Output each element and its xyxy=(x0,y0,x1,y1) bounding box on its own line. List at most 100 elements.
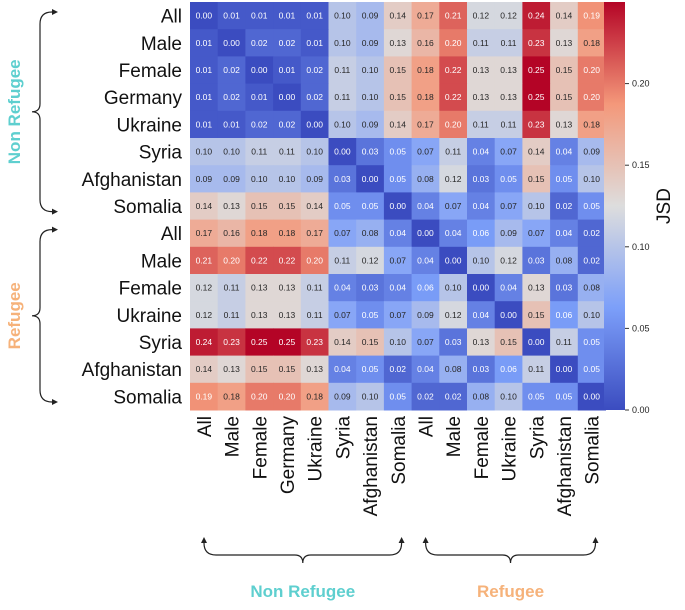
cell-value-r2-c7: 0.15 xyxy=(389,65,406,75)
cell-value-r10-c0: 0.12 xyxy=(196,283,213,293)
row-label-1: Male xyxy=(141,34,182,55)
cell-value-r14-c8: 0.02 xyxy=(417,391,434,401)
heatmap-cell-r6-c2 xyxy=(245,165,274,193)
cell-value-r3-c9: 0.22 xyxy=(445,92,462,102)
column-labels: All Male Female Germany Ukraine Syria Afghanis… xyxy=(195,416,604,517)
cell-value-r14-c1: 0.18 xyxy=(223,391,240,401)
row-group-bracket-0 xyxy=(31,11,53,213)
heatmap-cell-r1-c8 xyxy=(411,29,440,57)
cell-value-r10-c5: 0.04 xyxy=(334,283,351,293)
cell-value-r0-c5: 0.10 xyxy=(334,11,351,21)
heatmap-cell-r5-c0 xyxy=(190,138,219,166)
heatmap-cell-r2-c8 xyxy=(411,56,440,85)
cell-value-r5-c14: 0.09 xyxy=(583,147,600,157)
colorbar-tick-label-3: 0.15 xyxy=(632,160,650,170)
column-label-9: Male xyxy=(444,416,465,457)
cell-value-r5-c0: 0.10 xyxy=(196,147,213,157)
heatmap-cell-r3-c8 xyxy=(411,83,440,112)
cell-value-r8-c3: 0.18 xyxy=(279,228,296,238)
colorbar: 0.00 0.05 0.10 0.15 0.20 JSD xyxy=(604,2,675,415)
heatmap-cell-r6-c11 xyxy=(494,165,523,193)
heatmap-cell-r6-c1 xyxy=(217,165,246,193)
heatmap-cell-r14-c2 xyxy=(245,382,274,411)
heatmap-cell-r9-c2 xyxy=(245,246,274,275)
heatmap-cell-r11-c11 xyxy=(494,301,523,329)
column-label-3: Germany xyxy=(278,416,299,495)
heatmap-cell-r13-c3 xyxy=(273,355,302,384)
cell-value-r11-c13: 0.06 xyxy=(556,310,573,320)
heatmap-cell-r14-c8 xyxy=(411,382,440,411)
column-group-bracket-1 xyxy=(425,542,597,564)
heatmap-cell-r13-c14 xyxy=(577,355,606,384)
heatmap-cell-r10-c0 xyxy=(190,274,219,302)
cell-value-r11-c8: 0.09 xyxy=(417,310,434,320)
heatmap-cell-r5-c11 xyxy=(494,138,523,166)
heatmap-cell-r7-c2 xyxy=(245,192,274,221)
cell-value-r3-c12: 0.25 xyxy=(528,92,545,102)
cell-value-r10-c10: 0.00 xyxy=(473,283,490,293)
heatmap-cell-r5-c4 xyxy=(300,138,329,166)
cell-value-r11-c12: 0.15 xyxy=(528,310,545,320)
column-label-8: All xyxy=(416,416,437,437)
heatmap-cell-r8-c14 xyxy=(577,219,606,248)
heatmap-cell-r9-c7 xyxy=(383,246,413,275)
heatmap-cell-r4-c13 xyxy=(550,110,579,139)
cell-value-r5-c1: 0.10 xyxy=(223,147,240,157)
cell-value-r8-c4: 0.17 xyxy=(306,228,323,238)
cell-value-r10-c13: 0.03 xyxy=(556,283,573,293)
heatmap-cell-r6-c9 xyxy=(439,165,468,193)
cell-value-r12-c7: 0.10 xyxy=(389,337,406,347)
heatmap-cell-r5-c8 xyxy=(411,138,440,166)
heatmap-cell-r12-c3 xyxy=(273,328,302,357)
heatmap-cell-r4-c1 xyxy=(217,110,246,139)
heatmap-cell-r13-c4 xyxy=(300,355,329,384)
cell-value-r7-c2: 0.15 xyxy=(251,201,268,211)
cell-value-r3-c3: 0.00 xyxy=(279,92,296,102)
heatmap-cell-r3-c14 xyxy=(577,83,606,112)
heatmap-cell-r13-c1 xyxy=(217,355,246,384)
cell-value-r14-c10: 0.08 xyxy=(473,391,490,401)
heatmap-cell-r0-c13 xyxy=(550,2,579,30)
heatmap-cell-r11-c2 xyxy=(245,301,274,329)
heatmap-cell-r1-c6 xyxy=(356,29,385,57)
cell-value-r9-c3: 0.22 xyxy=(279,255,296,265)
column-bracket-arrow-right-0 xyxy=(398,537,405,543)
heatmap-cell-r2-c4 xyxy=(300,56,329,85)
cell-value-r11-c3: 0.13 xyxy=(279,310,296,320)
row-label-9: Male xyxy=(141,251,182,272)
cell-value-r14-c2: 0.20 xyxy=(251,391,268,401)
row-bracket-arrow-top-1 xyxy=(52,226,58,233)
heatmap-cell-r14-c11 xyxy=(494,382,523,411)
heatmap-cell-r1-c4 xyxy=(300,29,329,57)
cell-value-r2-c13: 0.15 xyxy=(556,65,573,75)
heatmap-cell-r3-c13 xyxy=(550,83,579,112)
heatmap-cell-r4-c9 xyxy=(439,110,468,139)
heatmap-cell-r3-c1 xyxy=(217,83,246,112)
cell-value-r14-c11: 0.10 xyxy=(500,391,517,401)
heatmap-cell-r11-c14 xyxy=(577,301,606,329)
heatmap-cell-r12-c1 xyxy=(217,328,246,357)
cell-value-r9-c8: 0.04 xyxy=(417,255,434,265)
cell-value-r0-c11: 0.12 xyxy=(500,11,517,21)
row-labels: All Male Female Germany Ukraine Syria Afghanis… xyxy=(82,7,183,409)
heatmap-cell-r9-c14 xyxy=(577,246,606,275)
cell-value-r4-c13: 0.13 xyxy=(556,119,573,129)
heatmap-cell-r2-c0 xyxy=(190,56,219,85)
heatmap-cell-r5-c3 xyxy=(273,138,302,166)
heatmap-cell-r6-c8 xyxy=(411,165,440,193)
cell-value-r8-c6: 0.08 xyxy=(362,228,379,238)
cell-value-r10-c6: 0.03 xyxy=(362,283,379,293)
heatmap-cell-r0-c12 xyxy=(522,2,551,30)
cell-value-r7-c12: 0.10 xyxy=(528,201,545,211)
colorbar-tick-label-4: 0.20 xyxy=(632,79,650,89)
row-label-2: Female xyxy=(119,61,182,82)
row-bracket-arrow-top-0 xyxy=(52,9,58,15)
heatmap-cell-r12-c14 xyxy=(577,328,606,357)
cell-value-r7-c0: 0.14 xyxy=(196,201,213,211)
cell-value-r4-c7: 0.14 xyxy=(389,119,406,129)
cell-value-r8-c0: 0.17 xyxy=(196,228,213,238)
heatmap-cell-r2-c13 xyxy=(550,56,579,85)
cell-value-r6-c1: 0.09 xyxy=(223,174,240,184)
group-labels: Non Refugee Non Refugee Refugee Refugee xyxy=(5,59,544,601)
cell-value-r14-c3: 0.20 xyxy=(279,391,296,401)
